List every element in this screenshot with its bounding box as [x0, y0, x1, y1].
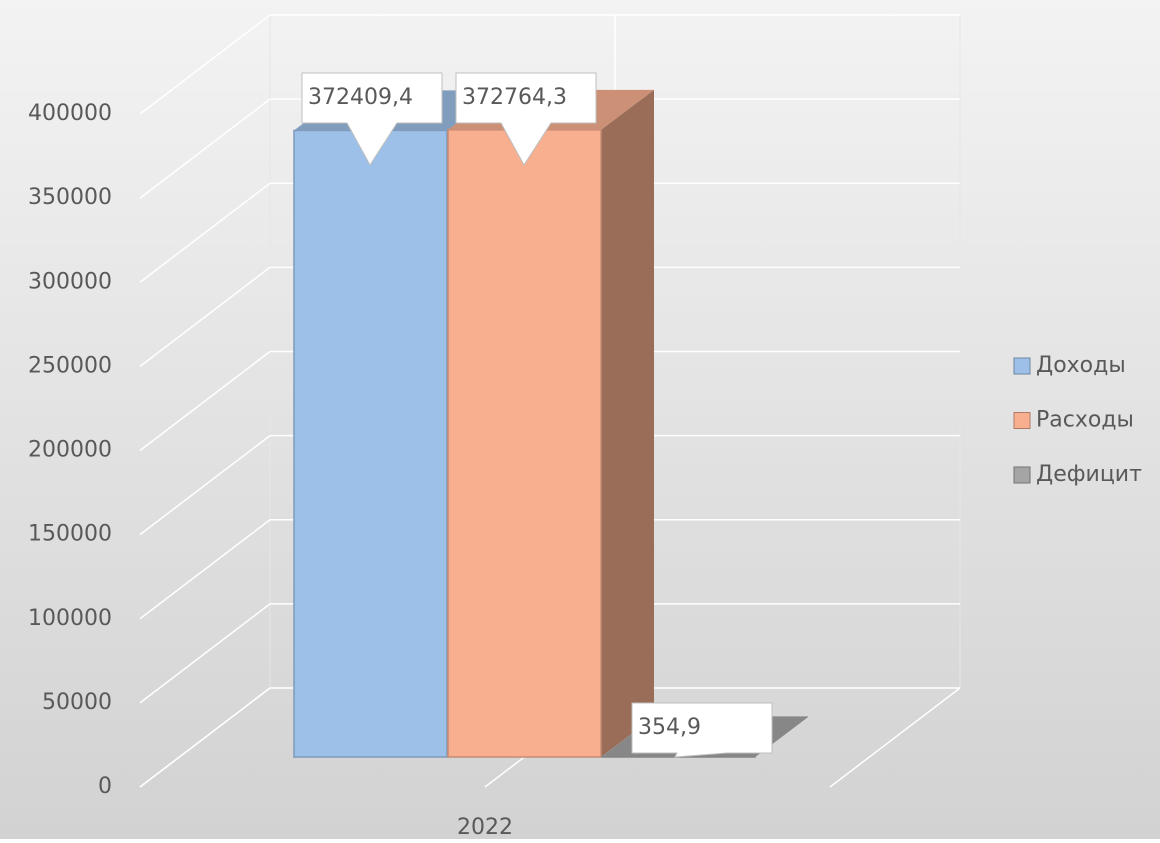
labels: 0 50000 100000 150000 200000 250000 300000 3500… [28, 72, 1142, 840]
grid-line [139, 350, 271, 452]
y-tick-label: 200000 [28, 438, 112, 463]
y-tick-label: 50000 [42, 690, 112, 715]
legend-swatch [1013, 466, 1031, 484]
data-label: 372409,4 [308, 85, 413, 110]
grid-line [139, 14, 271, 115]
grid-line [139, 98, 271, 199]
callout [631, 702, 773, 758]
grid-line [139, 603, 271, 704]
y-tick-label: 0 [98, 774, 112, 799]
y-tick-label: 150000 [28, 522, 112, 547]
legend-swatch [1013, 412, 1031, 429]
data-label: 354,9 [638, 715, 701, 740]
grid-line [139, 435, 271, 536]
legend-label: Расходы [1036, 408, 1134, 433]
callout [455, 72, 597, 166]
y-tick-label: 300000 [28, 269, 112, 294]
bar [293, 129, 448, 758]
y-tick-label: 350000 [28, 185, 112, 210]
grid-line [139, 519, 271, 620]
y-tick-label: 100000 [28, 606, 112, 631]
floor-edge [829, 687, 961, 788]
y-tick-label: 250000 [28, 353, 112, 378]
callout [301, 72, 443, 166]
bar-side [601, 89, 654, 757]
grid-line [139, 182, 271, 283]
y-tick-label: 400000 [28, 101, 112, 126]
legend-label: Дефицит [1036, 462, 1142, 487]
bar [447, 129, 602, 758]
legend-swatch [1013, 357, 1031, 375]
data-label: 372764,3 [462, 85, 567, 110]
x-tick-label: 2022 [457, 815, 513, 839]
grid-line [139, 266, 271, 367]
legend-label: Доходы [1036, 353, 1126, 378]
grid-line [139, 687, 271, 788]
